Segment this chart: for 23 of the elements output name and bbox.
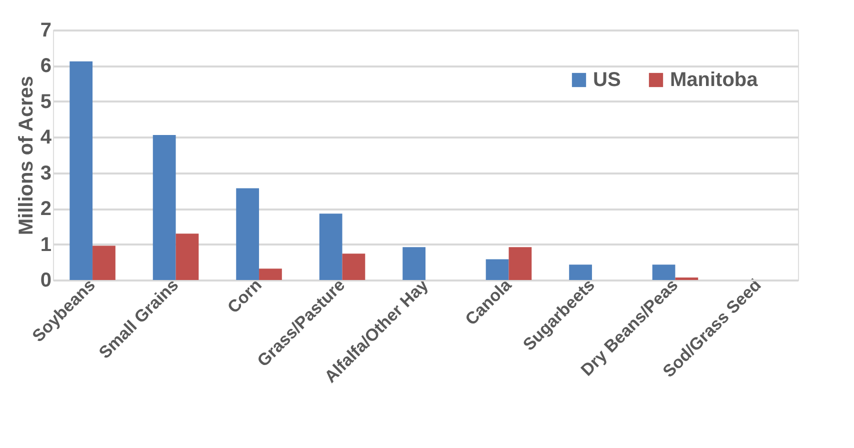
bar <box>92 246 116 280</box>
y-tick-label: 4 <box>40 126 52 149</box>
y-tick-label: 5 <box>40 90 52 113</box>
bar <box>342 254 366 280</box>
legend-label: US <box>593 69 621 91</box>
y-axis-title: Millions of Acres <box>15 76 38 236</box>
bar <box>236 188 260 280</box>
bar <box>652 264 676 280</box>
bar <box>70 61 93 280</box>
y-tick-label: 7 <box>40 20 52 42</box>
bar <box>486 259 509 280</box>
bar <box>176 234 199 280</box>
bar <box>319 214 342 280</box>
bar <box>152 135 176 280</box>
y-tick-label: 3 <box>40 162 52 184</box>
y-tick-label: 6 <box>40 55 52 78</box>
y-tick-label: 2 <box>40 198 52 220</box>
bar <box>259 268 282 280</box>
bar <box>508 247 532 280</box>
y-tick-label: 1 <box>40 234 52 256</box>
bar <box>402 247 426 280</box>
bar <box>569 264 592 280</box>
legend-label: Manitoba <box>670 69 759 91</box>
